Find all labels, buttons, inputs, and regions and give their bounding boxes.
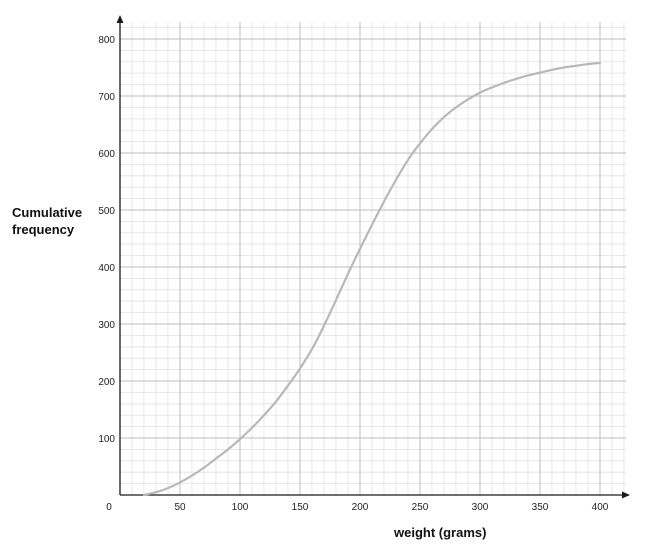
x-tick-label: 50 <box>174 502 186 513</box>
x-tick-label: 350 <box>532 502 549 513</box>
x-tick-label: 100 <box>232 502 249 513</box>
y-tick-label: 300 <box>98 320 115 331</box>
x-tick-label: 400 <box>592 502 609 513</box>
axes <box>116 15 630 499</box>
minor-grid <box>120 22 626 495</box>
x-axis-arrow <box>622 491 630 499</box>
major-grid <box>120 22 626 495</box>
y-axis-arrow <box>116 15 124 23</box>
x-axis-label: weight (grams) <box>394 525 487 540</box>
x-tick-label: 150 <box>292 502 309 513</box>
y-tick-label: 600 <box>98 149 115 160</box>
y-axis-label: Cumulative frequency <box>12 204 92 238</box>
y-axis-label-line-1: Cumulative <box>12 205 83 220</box>
x-tick-label: 300 <box>472 502 489 513</box>
x-tick-labels: 50 100 150 200 250 300 350 400 <box>174 502 608 513</box>
y-axis-label-line-2: frequency <box>12 222 75 237</box>
y-tick-label: 400 <box>98 263 115 274</box>
y-tick-label: 500 <box>98 206 115 217</box>
y-tick-label: 200 <box>98 377 115 388</box>
y-tick-label: 100 <box>98 434 115 445</box>
y-tick-label: 700 <box>98 92 115 103</box>
y-tick-label: 800 <box>98 35 115 46</box>
cumulative-frequency-curve <box>142 61 602 497</box>
y-tick-labels: 100 200 300 400 500 600 700 800 <box>98 35 115 445</box>
x-tick-label: 250 <box>412 502 429 513</box>
origin-label: 0 <box>106 502 112 513</box>
series-layer <box>142 61 602 497</box>
x-tick-label: 200 <box>352 502 369 513</box>
